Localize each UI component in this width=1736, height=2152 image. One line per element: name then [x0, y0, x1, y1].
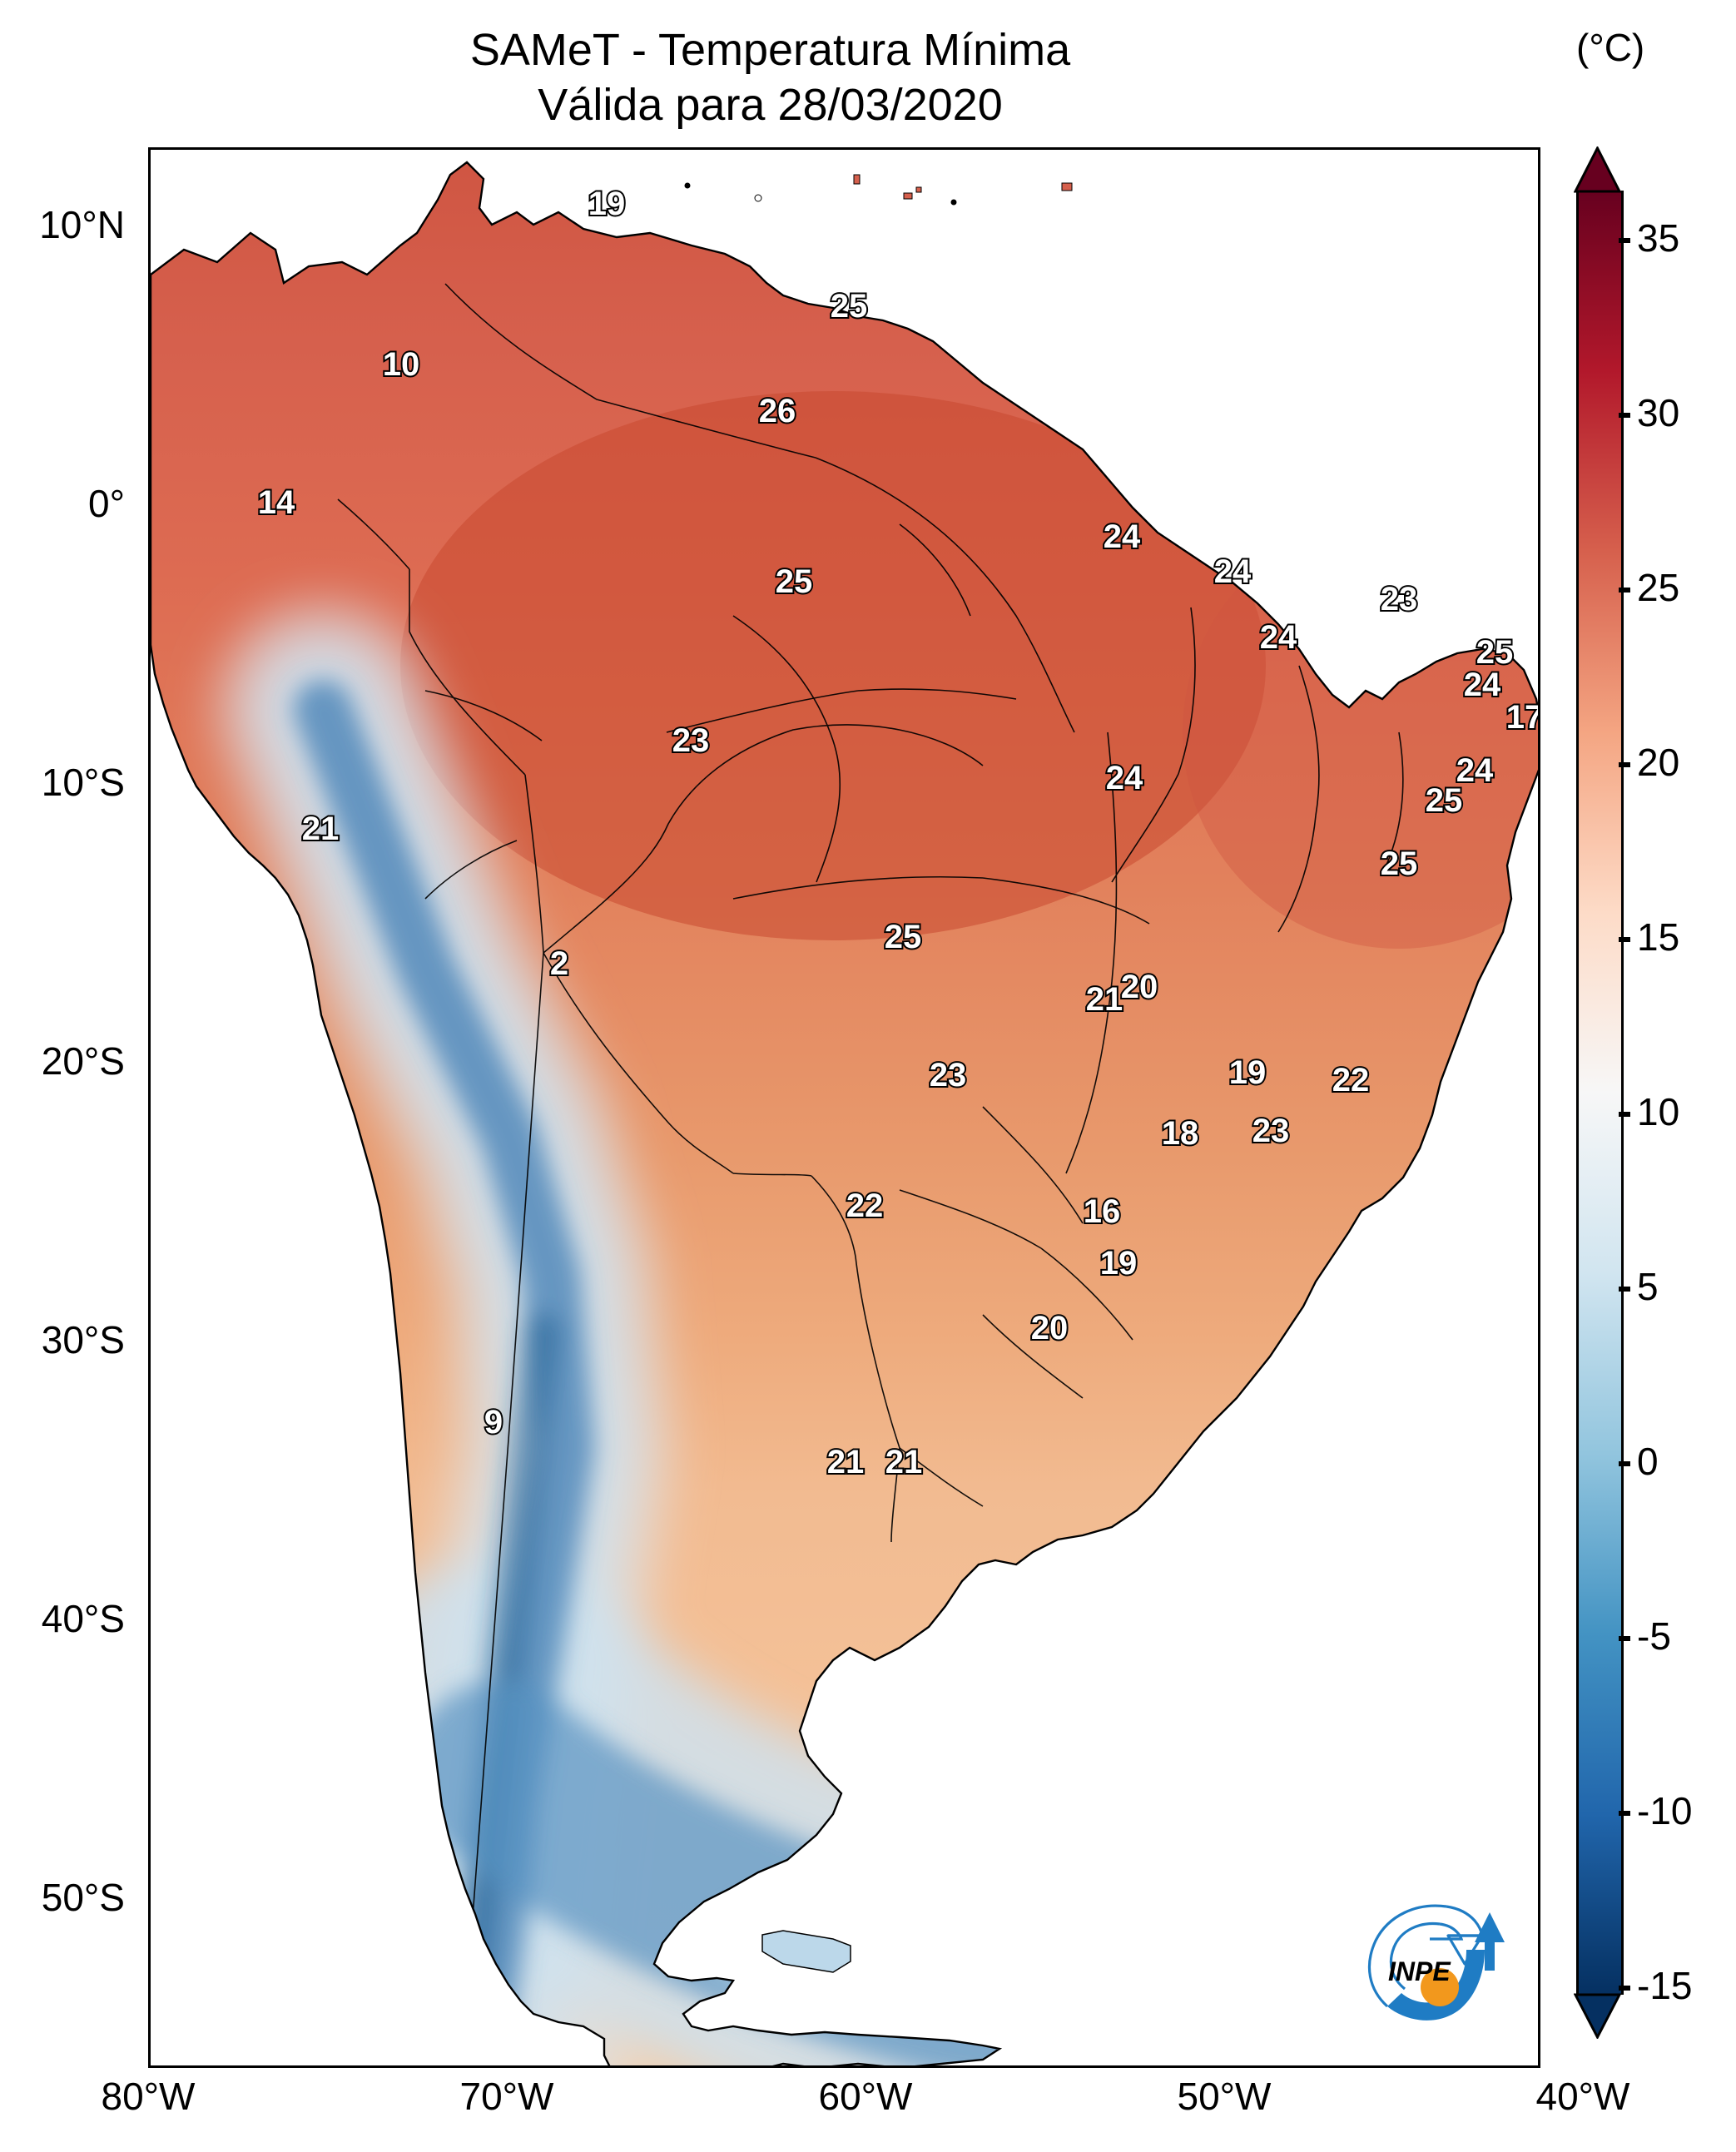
svg-text:25: 25 — [831, 288, 868, 325]
svg-text:22: 22 — [846, 1188, 884, 1224]
svg-text:25: 25 — [885, 919, 922, 955]
svg-text:26: 26 — [759, 393, 796, 429]
svg-text:24: 24 — [1214, 553, 1252, 590]
svg-text:INPE: INPE — [1388, 1956, 1451, 1986]
svg-text:20: 20 — [1121, 969, 1158, 1005]
svg-text:19: 19 — [1100, 1245, 1138, 1282]
svg-text:10: 10 — [383, 346, 420, 383]
svg-text:20: 20 — [1031, 1310, 1069, 1346]
svg-text:19: 19 — [1229, 1054, 1267, 1091]
svg-text:21: 21 — [1086, 981, 1123, 1018]
svg-text:21: 21 — [827, 1444, 865, 1480]
svg-text:21: 21 — [885, 1444, 923, 1480]
svg-text:14: 14 — [258, 484, 295, 521]
svg-text:23: 23 — [1252, 1113, 1290, 1149]
svg-text:24: 24 — [1106, 760, 1143, 796]
svg-text:22: 22 — [1332, 1062, 1370, 1098]
svg-text:9: 9 — [484, 1404, 503, 1440]
svg-text:25: 25 — [1426, 782, 1463, 819]
svg-text:23: 23 — [672, 722, 710, 759]
svg-text:23: 23 — [1381, 581, 1418, 617]
svg-text:19: 19 — [588, 186, 626, 222]
svg-text:25: 25 — [1381, 845, 1418, 882]
svg-text:21: 21 — [302, 811, 340, 847]
svg-text:24: 24 — [1464, 667, 1501, 703]
svg-text:25: 25 — [776, 563, 813, 600]
svg-text:16: 16 — [1084, 1193, 1121, 1230]
svg-text:25: 25 — [1476, 634, 1514, 671]
svg-text:23: 23 — [930, 1057, 967, 1093]
svg-text:2: 2 — [550, 945, 568, 982]
svg-text:17: 17 — [1506, 699, 1540, 736]
svg-text:24: 24 — [1104, 518, 1141, 555]
svg-text:24: 24 — [1260, 619, 1297, 656]
svg-text:18: 18 — [1162, 1115, 1199, 1152]
